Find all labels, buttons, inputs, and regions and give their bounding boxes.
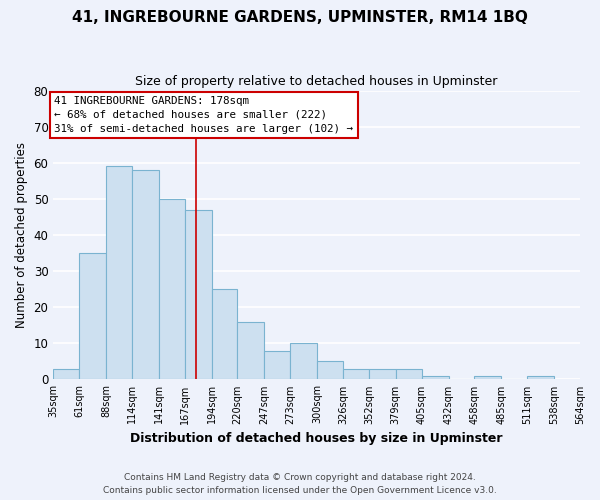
Title: Size of property relative to detached houses in Upminster: Size of property relative to detached ho… — [136, 75, 498, 88]
Bar — [369, 368, 396, 380]
Bar — [132, 170, 159, 380]
Bar — [238, 322, 265, 380]
Bar — [475, 376, 502, 380]
Bar — [422, 376, 449, 380]
Bar — [317, 362, 343, 380]
Bar — [79, 253, 106, 380]
Bar — [53, 368, 79, 380]
Bar — [265, 350, 290, 380]
Bar — [343, 368, 369, 380]
Bar — [106, 166, 132, 380]
Bar — [527, 376, 554, 380]
Text: Contains HM Land Registry data © Crown copyright and database right 2024.
Contai: Contains HM Land Registry data © Crown c… — [103, 474, 497, 495]
Text: 41 INGREBOURNE GARDENS: 178sqm
← 68% of detached houses are smaller (222)
31% of: 41 INGREBOURNE GARDENS: 178sqm ← 68% of … — [54, 96, 353, 134]
Bar — [159, 199, 185, 380]
Y-axis label: Number of detached properties: Number of detached properties — [15, 142, 28, 328]
Text: 41, INGREBOURNE GARDENS, UPMINSTER, RM14 1BQ: 41, INGREBOURNE GARDENS, UPMINSTER, RM14… — [72, 10, 528, 25]
Bar — [185, 210, 212, 380]
Bar — [396, 368, 422, 380]
Bar — [290, 344, 317, 380]
Bar — [212, 289, 238, 380]
X-axis label: Distribution of detached houses by size in Upminster: Distribution of detached houses by size … — [130, 432, 503, 445]
